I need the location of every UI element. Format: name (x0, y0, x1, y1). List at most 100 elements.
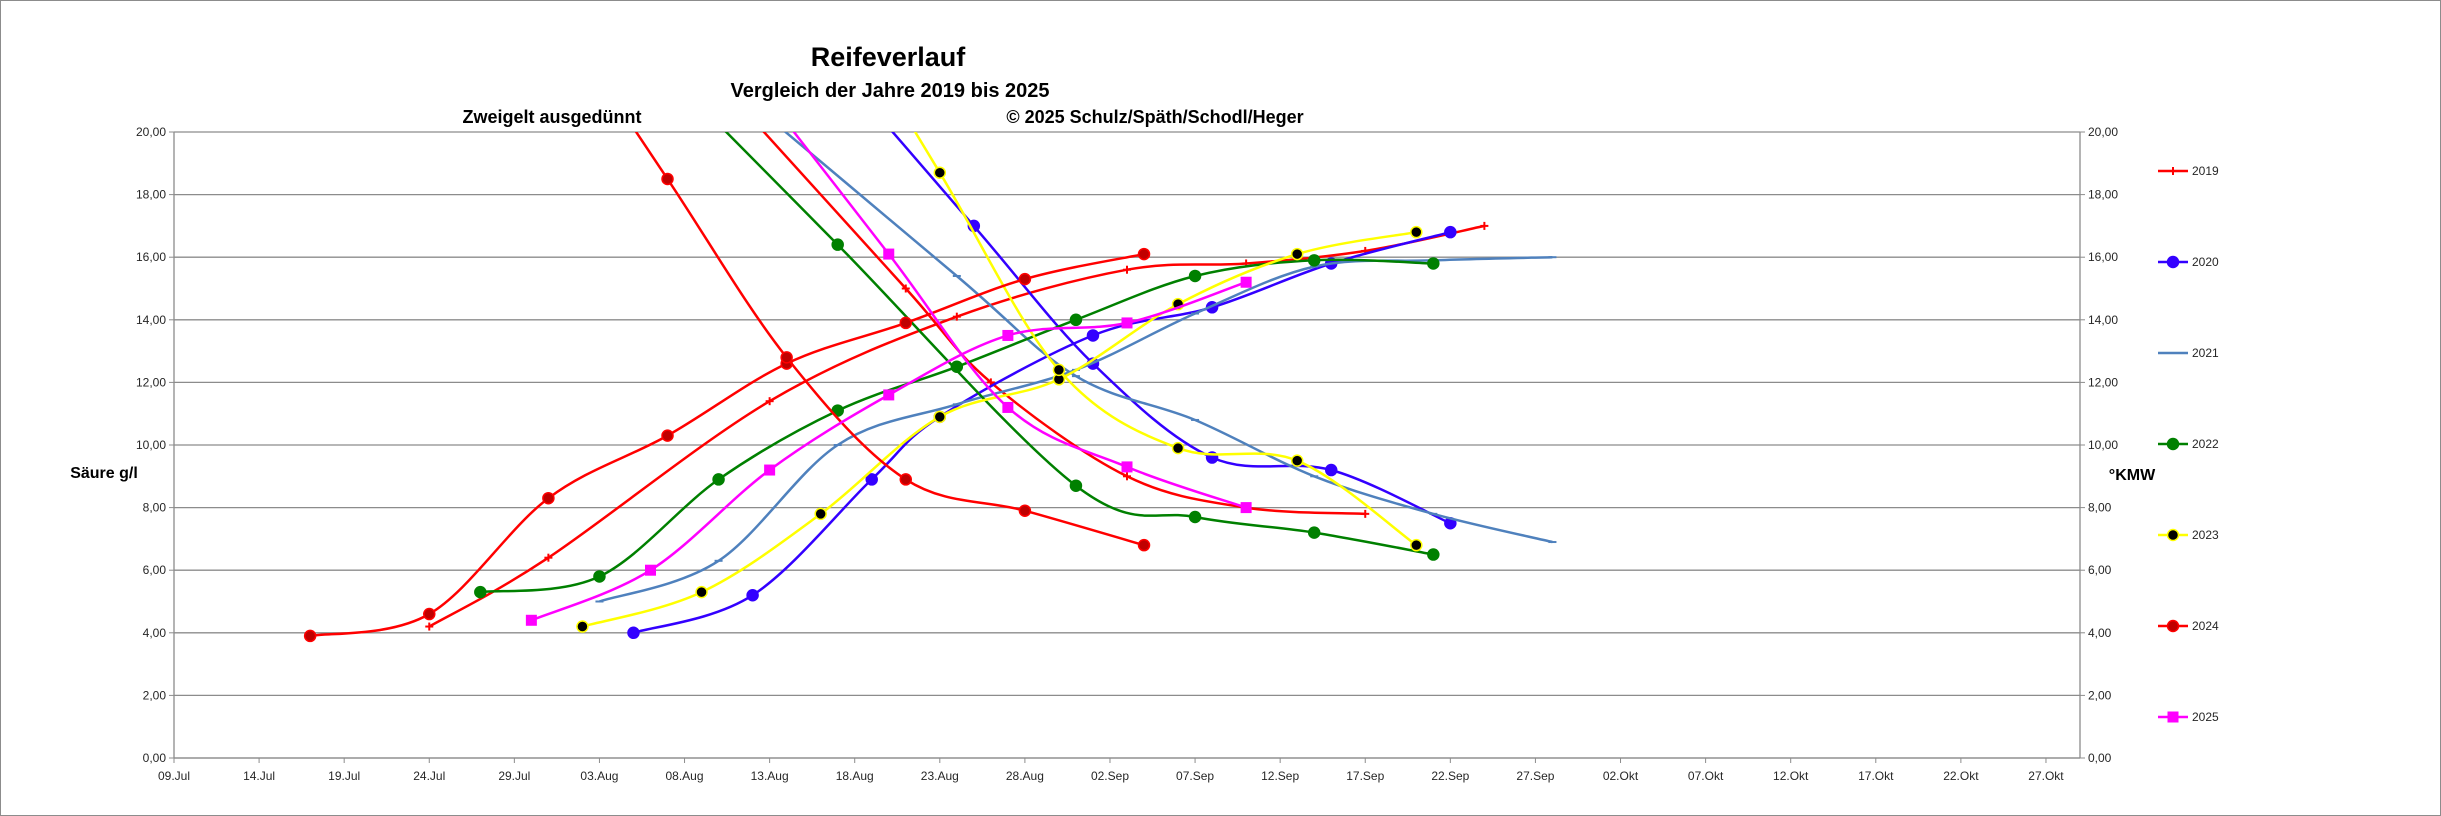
x-tick-label: 22.Sep (1431, 769, 1469, 783)
y-tick-label-right: 6,00 (2088, 563, 2112, 577)
x-tick-label: 07.Sep (1176, 769, 1214, 783)
point-kmw-2025 (764, 464, 776, 476)
point-kmw-2022 (1307, 254, 1321, 267)
point-kmw-2025 (883, 389, 895, 401)
point-acid-2020 (1324, 463, 1338, 477)
point-acid-2023 (1171, 441, 1185, 455)
y-tick-label-left: 6,00 (143, 563, 167, 577)
point-kmw-2022 (474, 585, 487, 599)
point-acid-2025 (1121, 461, 1133, 473)
point-kmw-2024 (1137, 247, 1151, 261)
legend: 2019 2020 2021 2022 2023 2024 2025 (2158, 164, 2219, 724)
y-axis-label-left: Säure g/l (70, 465, 138, 482)
legend-label: 2024 (2192, 619, 2219, 633)
line-kmw-2022 (480, 258, 1434, 594)
annotation-variety: Zweigelt ausgedünnt (462, 107, 641, 127)
point-kmw-2019 (952, 312, 961, 321)
point-acid-2025 (1002, 401, 1014, 413)
x-tick-label: 17.Sep (1346, 769, 1384, 783)
legend-marker (2169, 167, 2177, 175)
point-kmw-2022 (712, 473, 725, 486)
line-kmw-2020 (633, 230, 1451, 634)
y-tick-label-left: 14,00 (136, 313, 166, 327)
x-tick-label: 09.Jul (158, 769, 190, 783)
point-kmw-2023 (814, 507, 827, 521)
y-tick-label-right: 14,00 (2088, 313, 2118, 327)
legend-marker (2166, 437, 2180, 451)
point-acid-2022 (1307, 526, 1321, 539)
line-acid-2023 (913, 132, 1418, 547)
legend-marker (2166, 255, 2180, 269)
legend-label: 2022 (2192, 437, 2219, 451)
point-acid-2023 (1410, 538, 1423, 552)
legend-item-2023: 2023 (2158, 528, 2219, 542)
y-tick-label-right: 0,00 (2088, 751, 2112, 765)
point-acid-2022 (1427, 548, 1440, 561)
y-tick-label-right: 8,00 (2088, 501, 2112, 515)
line-acid-2025 (792, 132, 1247, 509)
legend-item-2019: 2019 (2158, 164, 2219, 178)
point-kmw-2025 (1240, 276, 1252, 288)
point-kmw-2023 (1290, 247, 1304, 261)
point-acid-2025 (1240, 502, 1252, 514)
y-tick-label-right: 4,00 (2088, 626, 2112, 640)
x-tick-label: 12.Okt (1773, 769, 1809, 783)
legend-label: 2023 (2192, 528, 2219, 542)
point-acid-2024 (1018, 504, 1032, 517)
axes: 0,00 0,00 2,00 2,00 4,00 4,00 6,00 6,00 8,00 8,00… (136, 125, 2118, 783)
legend-item-2020: 2020 (2158, 255, 2219, 269)
x-tick-label: 17.Okt (1858, 769, 1894, 783)
point-kmw-2025 (1121, 317, 1133, 329)
point-kmw-2019 (765, 397, 774, 406)
y-tick-label-right: 12,00 (2088, 375, 2118, 389)
line-kmw-2019 (428, 224, 1485, 628)
x-tick-label: 02.Sep (1091, 769, 1129, 783)
point-kmw-2019 (1480, 221, 1489, 230)
series-layer (303, 132, 1557, 643)
point-kmw-2019 (544, 553, 553, 562)
point-acid-2024 (661, 172, 674, 186)
point-kmw-2022 (593, 570, 606, 583)
x-tick-label: 27.Okt (2028, 769, 2064, 783)
point-kmw-2025 (525, 614, 537, 626)
point-acid-2024 (899, 473, 913, 486)
series-2025 (525, 132, 1252, 626)
point-acid-2019 (1361, 509, 1370, 518)
point-kmw-2022 (1188, 269, 1202, 283)
x-tick-label: 23.Aug (921, 769, 959, 783)
point-kmw-2024 (1018, 272, 1032, 286)
annotation-copyright: © 2025 Schulz/Späth/Schodl/Heger (1006, 107, 1303, 127)
legend-item-2021: 2021 (2158, 346, 2219, 360)
point-kmw-2020 (627, 626, 640, 640)
y-tick-label-left: 8,00 (143, 501, 167, 515)
point-kmw-2024 (542, 491, 555, 505)
point-acid-2023 (1290, 454, 1304, 467)
y-tick-label-left: 16,00 (136, 250, 166, 264)
point-kmw-2023 (695, 585, 708, 599)
legend-marker (2166, 528, 2180, 542)
x-tick-label: 19.Jul (328, 769, 360, 783)
chart-title: Reifeverlauf (811, 42, 967, 72)
x-tick-label: 02.Okt (1603, 769, 1639, 783)
x-tick-label: 14.Jul (243, 769, 275, 783)
legend-item-2025: 2025 (2158, 710, 2219, 724)
x-tick-label: 08.Aug (666, 769, 704, 783)
x-tick-label: 28.Aug (1006, 769, 1044, 783)
chart-subtitle: Vergleich der Jahre 2019 bis 2025 (730, 80, 1049, 102)
y-tick-label-left: 4,00 (143, 626, 167, 640)
point-acid-2022 (1188, 510, 1202, 524)
point-kmw-2023 (1410, 225, 1423, 239)
point-kmw-2022 (1069, 313, 1083, 327)
x-tick-label: 27.Sep (1516, 769, 1554, 783)
y-tick-label-right: 2,00 (2088, 688, 2112, 702)
legend-item-2022: 2022 (2158, 437, 2219, 451)
point-acid-2019 (1123, 472, 1131, 481)
point-kmw-2020 (865, 473, 878, 486)
x-tick-label: 03.Aug (580, 769, 618, 783)
point-kmw-2019 (1123, 265, 1131, 274)
legend-item-2024: 2024 (2158, 619, 2219, 633)
series-2023 (576, 132, 1423, 633)
y-tick-label-right: 16,00 (2088, 250, 2118, 264)
